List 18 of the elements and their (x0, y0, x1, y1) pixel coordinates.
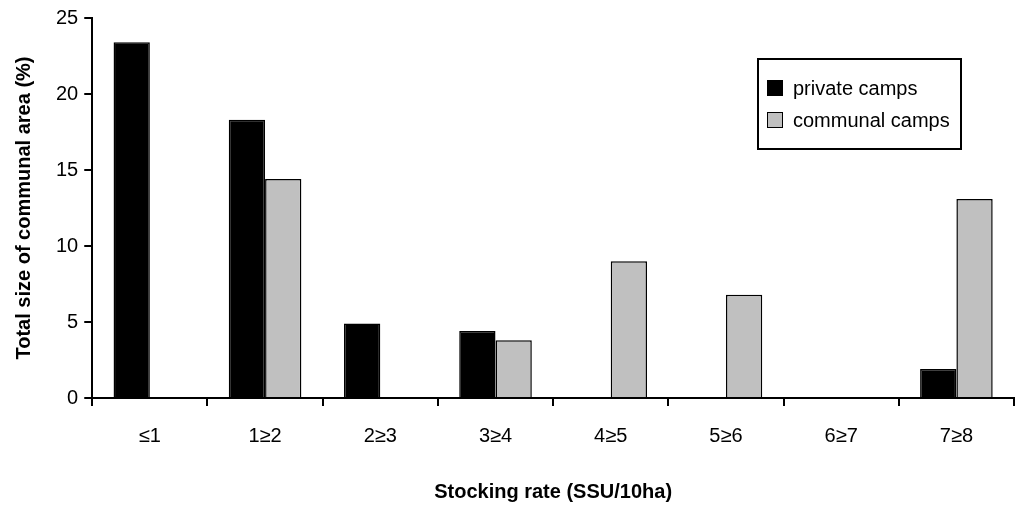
y-tick-label: 0 (67, 385, 79, 408)
y-tick-label: 10 (56, 233, 79, 256)
legend-label: private camps (793, 76, 918, 100)
x-tick-label: 6≥7 (824, 423, 858, 446)
x-tick-label: 3≥4 (478, 423, 513, 446)
x-axis-title: Stocking rate (SSU/10ha) (434, 479, 673, 502)
x-tick-label: 5≥6 (709, 423, 743, 446)
y-tick-label: 15 (56, 157, 79, 180)
x-tick-label: ≤1 (138, 423, 161, 446)
legend-label: communal camps (793, 108, 950, 132)
x-tick-label: 7≥8 (939, 423, 974, 446)
x-tick-label: 2≥3 (363, 423, 397, 446)
x-tick-label: 4≥5 (594, 423, 628, 446)
y-tick-label: 20 (56, 81, 79, 104)
y-tick-label: 25 (56, 5, 79, 28)
y-tick-label: 5 (67, 309, 79, 332)
x-tick-label: 1≥2 (248, 423, 282, 446)
y-axis-title: Total size of communal area (%) (11, 56, 34, 360)
